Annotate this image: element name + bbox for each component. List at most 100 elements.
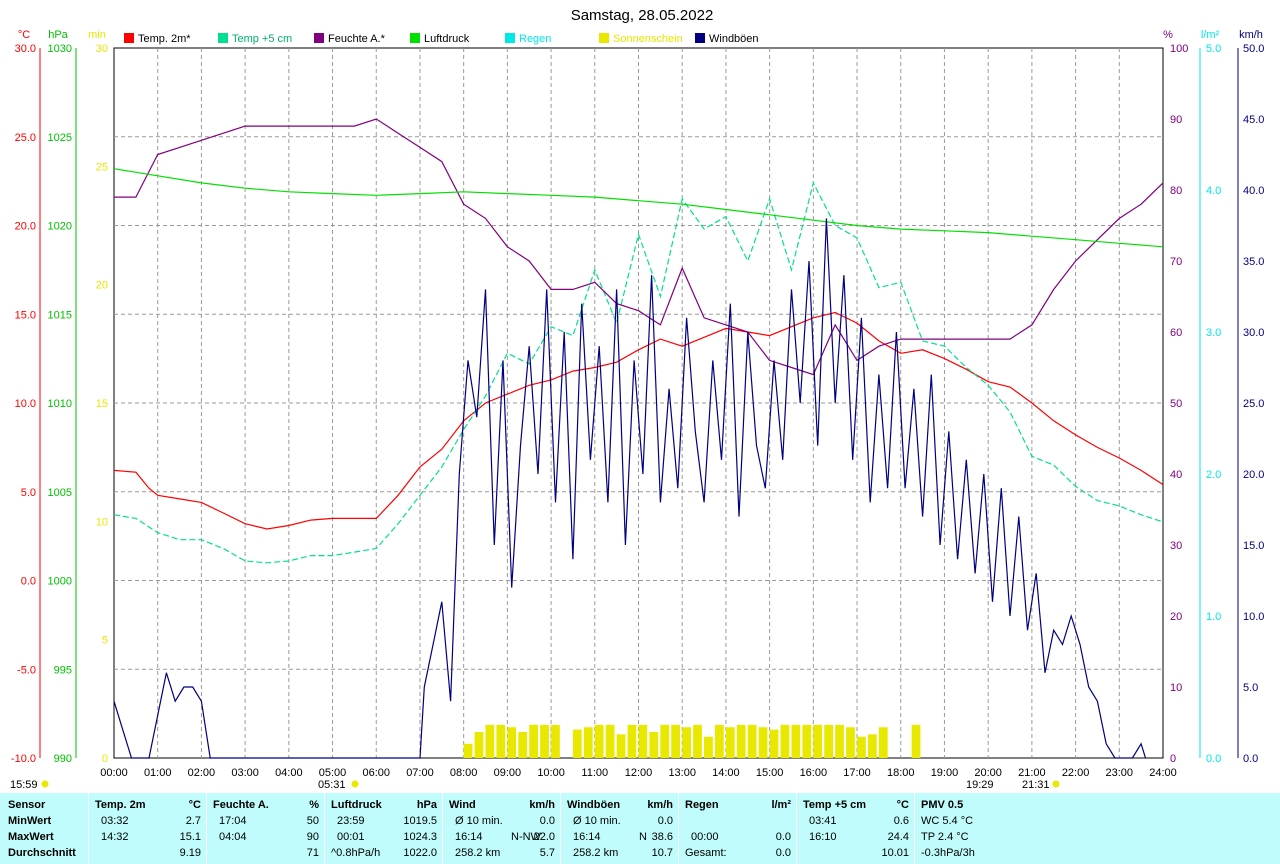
temp2m-head: Temp. 2m [95, 799, 146, 811]
legend-swatch [505, 33, 515, 43]
sunshine-bar [682, 727, 691, 758]
pressure-trend: ^0.8hPa/h [331, 847, 381, 859]
legend-label: Temp. 2m* [138, 33, 191, 45]
humidity-tick-label: 10 [1170, 682, 1182, 694]
sunshine-tick-label: 10 [96, 516, 108, 528]
pressure-tick-label: 995 [54, 664, 72, 676]
time-tick-label: 10:00 [537, 767, 565, 779]
temp-tick-label: 5.0 [21, 487, 36, 499]
statistics-table: Sensor MinWert MaxWert Durchschnitt Temp… [0, 793, 1280, 864]
time-tick-label: 04:00 [275, 767, 303, 779]
temp-tick-label: 10.0 [15, 398, 36, 410]
gust-distance: 258.2 km [573, 847, 619, 859]
sunshine-bar [747, 724, 757, 758]
sunrise-icon [351, 780, 359, 788]
temp-tick-label: -5.0 [17, 664, 36, 676]
sunshine-axis-unit: min [88, 29, 106, 41]
temp-axis-unit: °C [18, 29, 30, 41]
pressure-tick-label: 1010 [48, 398, 72, 410]
humidity-min-value: 50 [306, 815, 319, 827]
sunshine-bar [605, 724, 615, 758]
temp-tick-label: 30.0 [15, 43, 36, 55]
sunshine-bar [551, 724, 560, 758]
sunshine-bar [693, 724, 702, 758]
stats-min-label: MinWert [8, 815, 52, 827]
temp-tick-label: 25.0 [15, 132, 36, 144]
sunshine-bar [835, 724, 844, 758]
pmv-pressure-trend: -0.3hPa/3h [921, 847, 975, 859]
legend-swatch [124, 33, 134, 43]
humidity-avg: 71 [306, 847, 319, 859]
sunshine-bar [846, 727, 855, 758]
sunshine-bar [758, 727, 768, 758]
sunset-time: 19:29 [966, 779, 994, 790]
gust-avg: 10.7 [651, 847, 673, 859]
wind-tick-label: 25.0 [1243, 398, 1264, 410]
chart-marks [113, 118, 1164, 759]
pressure-tick-label: 1025 [48, 132, 72, 144]
wind-unit: km/h [529, 799, 555, 811]
humidity-tick-label: 50 [1170, 398, 1182, 410]
time-tick-label: 01:00 [144, 767, 172, 779]
time-tick-label: 13:00 [668, 767, 696, 779]
gust-head: Windböen [567, 799, 621, 811]
sunshine-bar [474, 731, 484, 758]
time-tick-label: 07:00 [406, 767, 434, 779]
humidity-tick-label: 0 [1170, 753, 1176, 765]
series-line-temp [113, 311, 1164, 530]
sun-markers: 15:59 05:31 19:29 21:31 [10, 779, 1060, 790]
sunshine-bar [540, 724, 549, 758]
stats-col-gust: Windböen km/h Ø 10 min. 0.0 16:14 N 38.6… [560, 793, 679, 864]
wind-min-label: Ø 10 min. [455, 815, 503, 827]
pressure-tick-label: 1030 [48, 43, 72, 55]
temp2m-max-time: 14:32 [101, 831, 129, 843]
time-tick-label: 24:00 [1149, 767, 1177, 779]
pmv-head: PMV 0.5 [921, 799, 964, 811]
stats-max-label: MaxWert [8, 831, 54, 843]
gust-max-direction: N [639, 831, 647, 843]
gust-max-value: 38.6 [651, 831, 673, 843]
wind-tick-label: 30.0 [1243, 327, 1264, 339]
humidity-tick-label: 30 [1170, 540, 1182, 552]
time-tick-label: 23:00 [1106, 767, 1134, 779]
sunshine-bar [791, 724, 801, 758]
temp5-min-time: 03:41 [809, 815, 837, 827]
time-tick-label: 15:00 [756, 767, 784, 779]
wind-max-value: 22.0 [533, 831, 555, 843]
sunshine-tick-label: 30 [96, 43, 108, 55]
sunshine-bar [627, 724, 637, 758]
sunshine-bar [649, 731, 659, 758]
chart-title: Samstag, 28.05.2022 [571, 7, 714, 24]
rain-tick-label: 3.0 [1206, 327, 1221, 339]
sunshine-bar [911, 724, 921, 758]
pressure-tick-label: 1020 [48, 221, 72, 233]
sunshine-bar [780, 724, 790, 758]
moonrise-time: 21:31 [1022, 779, 1050, 790]
legend-label: Luftdruck [424, 33, 470, 45]
sun-icon [41, 780, 49, 788]
rain-tick-label: 1.0 [1206, 611, 1221, 623]
temp5-min-value: 0.6 [893, 815, 909, 827]
wind-tick-label: 20.0 [1243, 469, 1264, 481]
legend-label: Sonnenschein [613, 33, 683, 45]
series-line-pressure [113, 168, 1164, 248]
humidity-tick-label: 80 [1170, 185, 1182, 197]
temp2m-unit: °C [188, 799, 201, 811]
sunshine-tick-label: 0 [102, 753, 108, 765]
series-line-wind [113, 218, 1147, 759]
sunshine-bar [714, 724, 724, 758]
gust-unit: km/h [647, 799, 673, 811]
temp5-unit: °C [896, 799, 909, 811]
rain-max-time: 00:00 [691, 831, 719, 843]
temp2m-min-time: 03:32 [101, 815, 129, 827]
sunshine-bar [638, 724, 648, 758]
rain-total-label: Gesamt: [685, 847, 727, 859]
temp5-head: Temp +5 cm [803, 799, 867, 811]
time-tick-label: 18:00 [887, 767, 915, 779]
time-tick-label: 00:00 [100, 767, 128, 779]
wind-tick-label: 5.0 [1243, 682, 1258, 694]
wind-max-time: 16:14 [455, 831, 483, 843]
stats-col-humidity: Feuchte A. % 17:04 50 04:04 90 71 [206, 793, 325, 864]
moon-icon [1052, 780, 1060, 788]
time-tick-label: 16:00 [800, 767, 828, 779]
